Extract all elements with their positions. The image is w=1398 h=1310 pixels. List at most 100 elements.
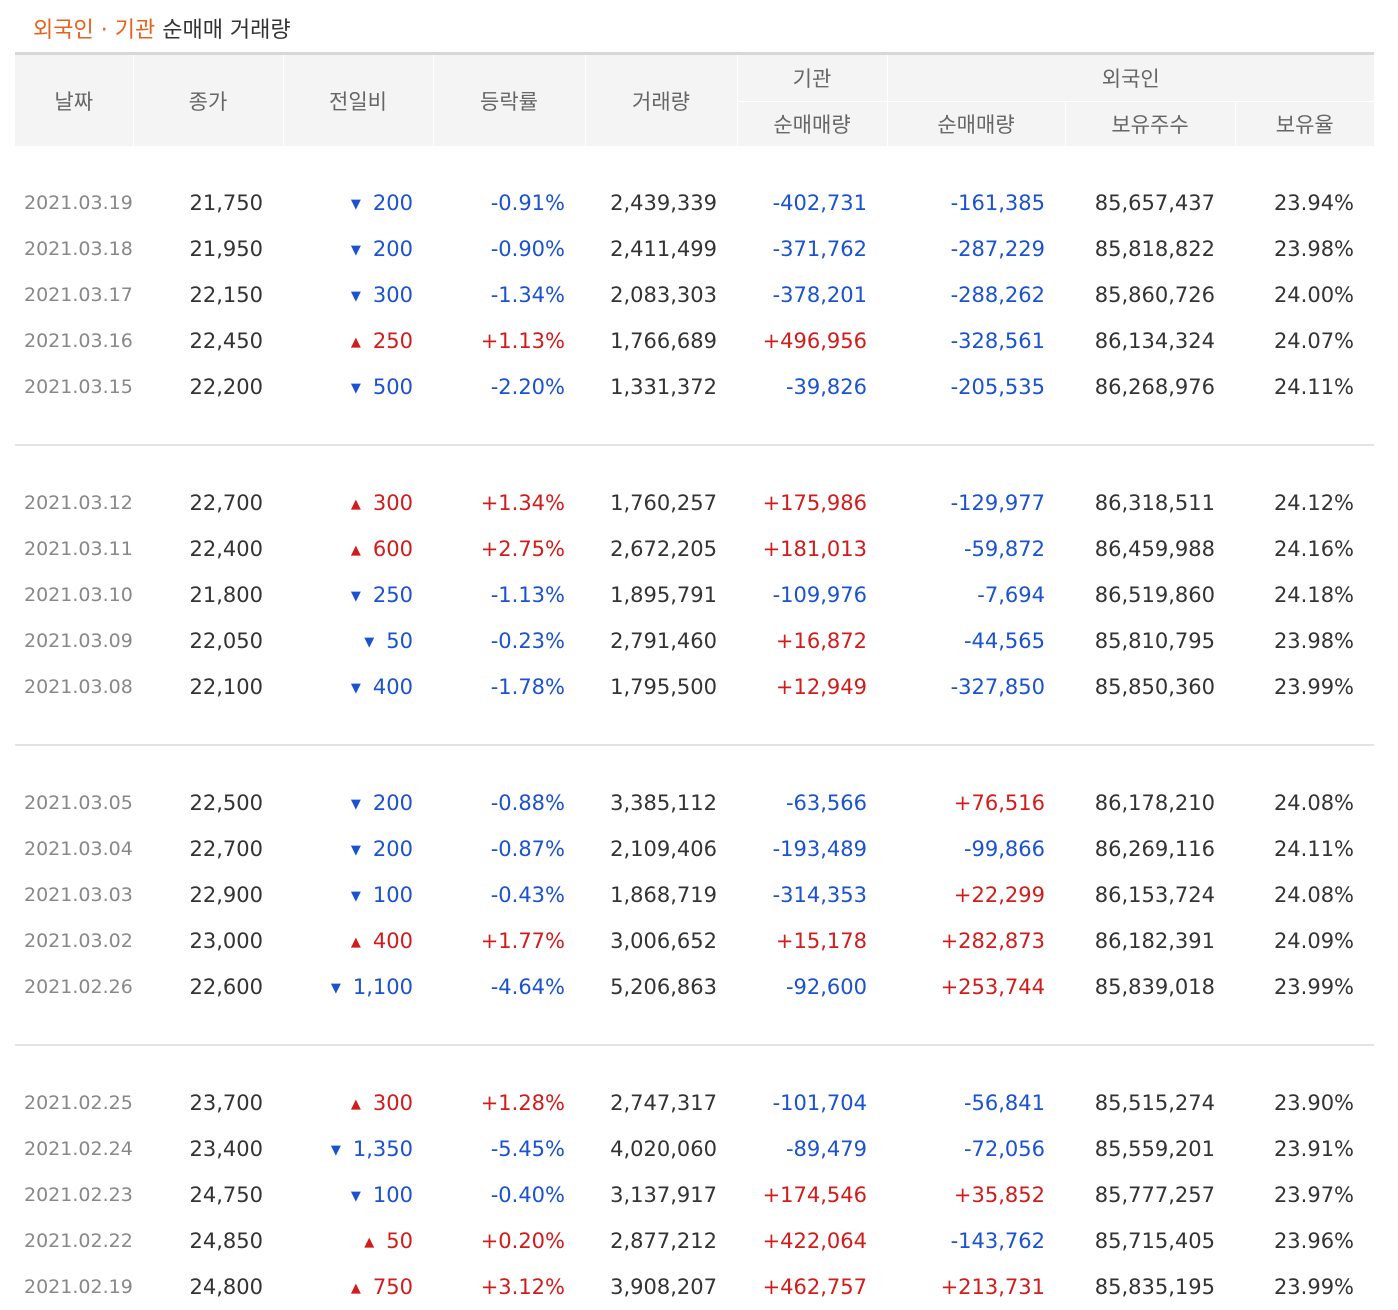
volume-cell: 2,411,499 [610,237,717,261]
institution-net-cell: +181,013 [762,537,867,561]
date-cell: 2021.03.02 [24,930,133,952]
down-arrow-icon: ▼ [350,889,361,904]
down-arrow-icon: ▼ [364,635,375,650]
close-cell: 21,950 [189,237,263,261]
date-cell: 2021.02.19 [24,1276,133,1298]
table-row: 2021.03.08 22,100 ▼ 400 -1.78% 1,795,500 +12,9… [15,664,1374,710]
foreign-net-cell: -56,841 [963,1091,1045,1115]
change-value: 400 [372,929,413,953]
close-cell: 22,700 [189,491,263,515]
trading-table: 날짜 종가 전일비 등락률 거래량 기관 외국인 순매매량 순매매량 보유주수 … [15,52,1375,1310]
foreign-ratio-cell: 23.91% [1273,1137,1355,1161]
change-value: 200 [372,191,413,215]
institution-net-cell: -109,976 [772,583,867,607]
header-volume: 거래량 [585,52,738,146]
foreign-net-cell: +213,731 [940,1275,1045,1299]
header-institution-net: 순매매량 [737,101,888,146]
change-cell: ▼ 100 [283,1172,433,1218]
change-cell: ▼ 200 [283,226,433,272]
foreign-shares-cell: 85,818,822 [1094,237,1215,261]
change-value: 1,350 [352,1137,413,1161]
rate-cell: +0.20% [480,1229,565,1253]
volume-cell: 2,109,406 [610,837,717,861]
change-value: 400 [372,675,413,699]
rate-cell: -0.40% [490,1183,565,1207]
rate-cell: -1.78% [490,675,565,699]
foreign-shares-cell: 86,268,976 [1094,375,1215,399]
up-arrow-icon: ▲ [350,1281,361,1296]
date-cell: 2021.03.09 [24,630,133,652]
foreign-net-cell: -129,977 [950,491,1045,515]
down-arrow-icon: ▼ [330,1143,341,1158]
rate-cell: -1.34% [490,283,565,307]
up-arrow-icon: ▲ [364,1235,375,1250]
table-row: 2021.03.11 22,400 ▲ 600 +2.75% 2,672,205 +181,… [15,526,1374,572]
foreign-shares-cell: 85,810,795 [1094,629,1215,653]
change-cell: ▼ 50 [283,618,433,664]
foreign-net-cell: -205,535 [950,375,1045,399]
foreign-ratio-cell: 24.11% [1273,375,1355,399]
close-cell: 22,450 [189,329,263,353]
change-cell: ▲ 250 [283,318,433,364]
institution-net-cell: -63,566 [785,791,867,815]
change-cell: ▲ 750 [283,1264,433,1310]
spacer [15,146,1374,180]
foreign-net-cell: -328,561 [950,329,1045,353]
volume-cell: 2,672,205 [610,537,717,561]
table-row: 2021.03.04 22,700 ▼ 200 -0.87% 2,109,406 -193,… [15,826,1374,872]
foreign-net-cell: -99,866 [963,837,1045,861]
down-arrow-icon: ▼ [350,589,361,604]
change-value: 1,100 [352,975,413,999]
foreign-shares-cell: 86,178,210 [1094,791,1215,815]
date-cell: 2021.03.10 [24,584,133,606]
foreign-shares-cell: 85,850,360 [1094,675,1215,699]
foreign-ratio-cell: 24.12% [1273,491,1355,515]
foreign-net-cell: -143,762 [950,1229,1045,1253]
title-rest: 순매매 거래량 [162,18,291,43]
date-cell: 2021.03.15 [24,376,133,398]
change-cell: ▼ 500 [283,364,433,410]
volume-cell: 3,006,652 [610,929,717,953]
up-arrow-icon: ▲ [350,335,361,350]
institution-net-cell: -92,600 [785,975,867,999]
date-cell: 2021.03.12 [24,492,133,514]
foreign-ratio-cell: 24.11% [1273,837,1355,861]
foreign-ratio-cell: 24.16% [1273,537,1355,561]
date-cell: 2021.02.25 [24,1092,133,1114]
down-arrow-icon: ▼ [350,1189,361,1204]
change-value: 50 [386,629,413,653]
rate-cell: -0.88% [490,791,565,815]
foreign-ratio-cell: 23.99% [1273,975,1355,999]
foreign-ratio-cell: 23.94% [1273,191,1355,215]
table-row: 2021.02.23 24,750 ▼ 100 -0.40% 3,137,917 +174,… [15,1172,1374,1218]
institution-net-cell: +15,178 [775,929,867,953]
institution-net-cell: -89,479 [785,1137,867,1161]
foreign-shares-cell: 85,657,437 [1094,191,1215,215]
change-cell: ▼ 250 [283,572,433,618]
table-row: 2021.03.12 22,700 ▲ 300 +1.34% 1,760,257 +175,… [15,480,1374,526]
change-cell: ▼ 400 [283,664,433,710]
change-cell: ▲ 50 [283,1218,433,1264]
foreign-ratio-cell: 24.08% [1273,791,1355,815]
volume-cell: 3,908,207 [610,1275,717,1299]
volume-cell: 5,206,863 [610,975,717,999]
table-row: 2021.02.26 22,600 ▼ 1,100 -4.64% 5,206,863 -92… [15,964,1374,1010]
date-cell: 2021.03.04 [24,838,133,860]
foreign-net-cell: +76,516 [953,791,1045,815]
foreign-net-cell: -288,262 [950,283,1045,307]
date-cell: 2021.02.22 [24,1230,133,1252]
rate-cell: -1.13% [490,583,565,607]
foreign-net-cell: +282,873 [940,929,1045,953]
rate-cell: +1.28% [480,1091,565,1115]
close-cell: 24,800 [189,1275,263,1299]
change-cell: ▲ 400 [283,918,433,964]
date-cell: 2021.03.05 [24,792,133,814]
foreign-shares-cell: 86,182,391 [1094,929,1215,953]
date-cell: 2021.03.16 [24,330,133,352]
foreign-shares-cell: 85,715,405 [1094,1229,1215,1253]
table-row: 2021.03.05 22,500 ▼ 200 -0.88% 3,385,112 -63,5… [15,780,1374,826]
foreign-ratio-cell: 24.08% [1273,883,1355,907]
foreign-ratio-cell: 23.98% [1273,237,1355,261]
change-value: 500 [372,375,413,399]
header-date: 날짜 [15,52,134,146]
